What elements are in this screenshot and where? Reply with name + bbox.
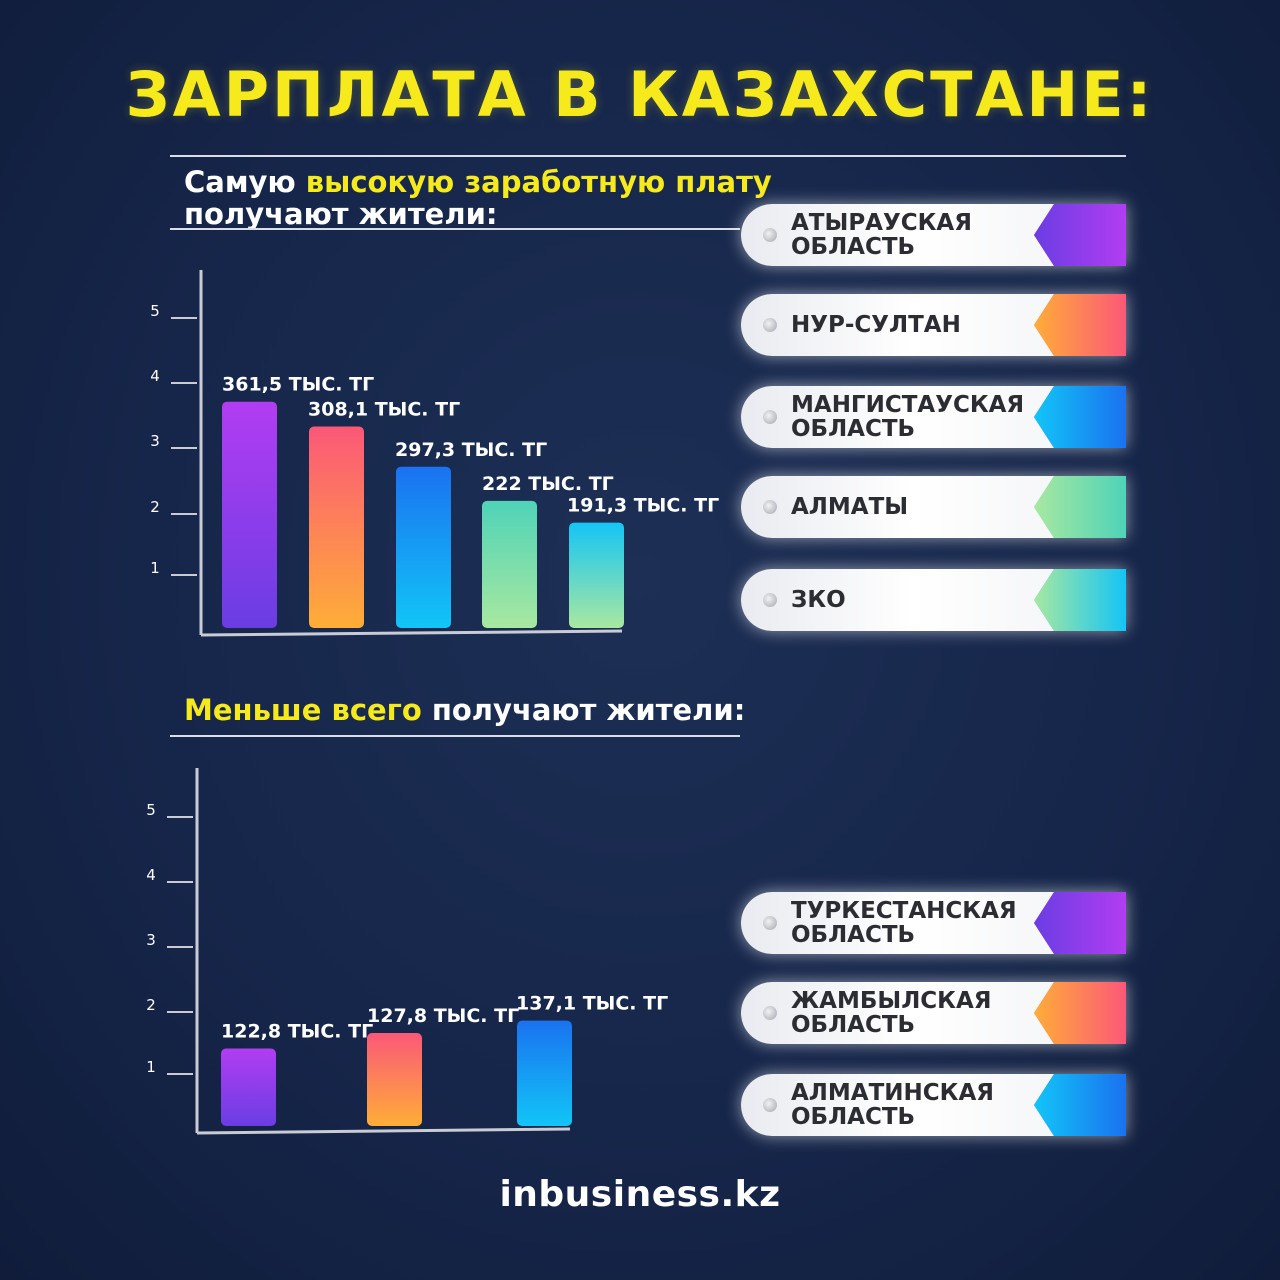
region-name: НУР-СУЛТАН <box>791 312 961 338</box>
chevron-left-icon <box>1034 569 1126 631</box>
bar-value-label: 361,5 ТЫС. ТГ <box>222 374 374 396</box>
bar <box>309 426 364 628</box>
x-axis <box>196 1127 571 1135</box>
region-pill: НУР-СУЛТАН <box>741 294 1126 356</box>
chevron-left-icon <box>1034 982 1126 1044</box>
y-tick-label: 1 <box>146 1058 156 1076</box>
bottom-subtitle-post: получают жители: <box>421 693 746 727</box>
y-tick-label: 3 <box>146 931 156 949</box>
bar-value-label: 127,8 ТЫС. ТГ <box>367 1005 519 1027</box>
y-tick-label: 5 <box>146 801 156 819</box>
bar-value-label: 308,1 ТЫС. ТГ <box>308 399 460 421</box>
bar <box>222 401 277 628</box>
region-pill: АЛМАТИНСКАЯ ОБЛАСТЬ <box>741 1074 1126 1136</box>
bullet-icon <box>763 410 777 424</box>
region-pill: АЛМАТЫ <box>741 476 1126 538</box>
top-subtitle-line2: получают жители: <box>184 197 498 231</box>
x-axis <box>200 629 623 637</box>
region-pill: АТЫРАУСКАЯ ОБЛАСТЬ <box>741 204 1126 266</box>
bar-value-label: 191,3 ТЫС. ТГ <box>567 495 719 517</box>
region-name: ТУРКЕСТАНСКАЯ ОБЛАСТЬ <box>791 898 1017 948</box>
bar <box>517 1020 572 1126</box>
region-name: АЛМАТЫ <box>791 494 909 520</box>
chevron-left-icon <box>1034 476 1126 538</box>
top-subtitle: Самую высокую заработную плату получают … <box>184 166 772 230</box>
top-rule-lower <box>170 228 740 230</box>
bullet-icon <box>763 228 777 242</box>
chevron-left-icon <box>1034 204 1126 266</box>
y-tick-label: 4 <box>150 367 160 385</box>
bar-value-label: 222 ТЫС. ТГ <box>482 473 614 495</box>
page-title: ЗАРПЛАТА В КАЗАХСТАНЕ: <box>125 58 1155 131</box>
bullet-icon <box>763 916 777 930</box>
chevron-left-icon <box>1034 1074 1126 1136</box>
bullet-icon <box>763 500 777 514</box>
y-tick-label: 2 <box>146 996 156 1014</box>
bar <box>221 1048 276 1126</box>
region-pill: МАНГИСТАУСКАЯ ОБЛАСТЬ <box>741 386 1126 448</box>
y-tick-label: 2 <box>150 498 160 516</box>
bar-value-label: 137,1 ТЫС. ТГ <box>516 993 668 1015</box>
y-tick-label: 4 <box>146 866 156 884</box>
top-subtitle-highlight: высокую заработную плату <box>305 165 772 199</box>
chevron-left-icon <box>1034 386 1126 448</box>
bottom-rule <box>170 735 740 737</box>
bar <box>396 466 451 628</box>
region-pill: ЗКО <box>741 569 1126 631</box>
bar <box>367 1033 422 1126</box>
y-tick-label: 5 <box>150 302 160 320</box>
bottom-subtitle-highlight: Меньше всего <box>184 693 422 727</box>
y-tick-label: 3 <box>150 432 160 450</box>
region-name: МАНГИСТАУСКАЯ ОБЛАСТЬ <box>791 392 1025 442</box>
bullet-icon <box>763 593 777 607</box>
bar <box>482 500 537 628</box>
top-subtitle-pre: Самую <box>184 165 306 199</box>
bar <box>569 522 624 628</box>
chevron-left-icon <box>1034 892 1126 954</box>
region-name: ЗКО <box>791 587 846 613</box>
chevron-left-icon <box>1034 294 1126 356</box>
region-name: АТЫРАУСКАЯ ОБЛАСТЬ <box>791 210 972 260</box>
region-pill: ТУРКЕСТАНСКАЯ ОБЛАСТЬ <box>741 892 1126 954</box>
bullet-icon <box>763 1098 777 1112</box>
bar-value-label: 122,8 ТЫС. ТГ <box>221 1021 373 1043</box>
top-rule-upper <box>170 155 1126 157</box>
bottom-subtitle: Меньше всего получают жители: <box>184 694 745 726</box>
bullet-icon <box>763 1006 777 1020</box>
region-name: АЛМАТИНСКАЯ ОБЛАСТЬ <box>791 1080 994 1130</box>
inbusiness-logo: inbusiness.kz <box>499 1174 781 1215</box>
bar-value-label: 297,3 ТЫС. ТГ <box>395 439 547 461</box>
y-tick-label: 1 <box>150 559 160 577</box>
chart-0: 1 2 3 4 5 361,5 ТЫС. ТГ 308,1 ТЫС. ТГ 297,3 ТЫС… <box>150 270 719 637</box>
region-pill: ЖАМБЫЛСКАЯ ОБЛАСТЬ <box>741 982 1126 1044</box>
region-name: ЖАМБЫЛСКАЯ ОБЛАСТЬ <box>791 988 992 1038</box>
bullet-icon <box>763 318 777 332</box>
